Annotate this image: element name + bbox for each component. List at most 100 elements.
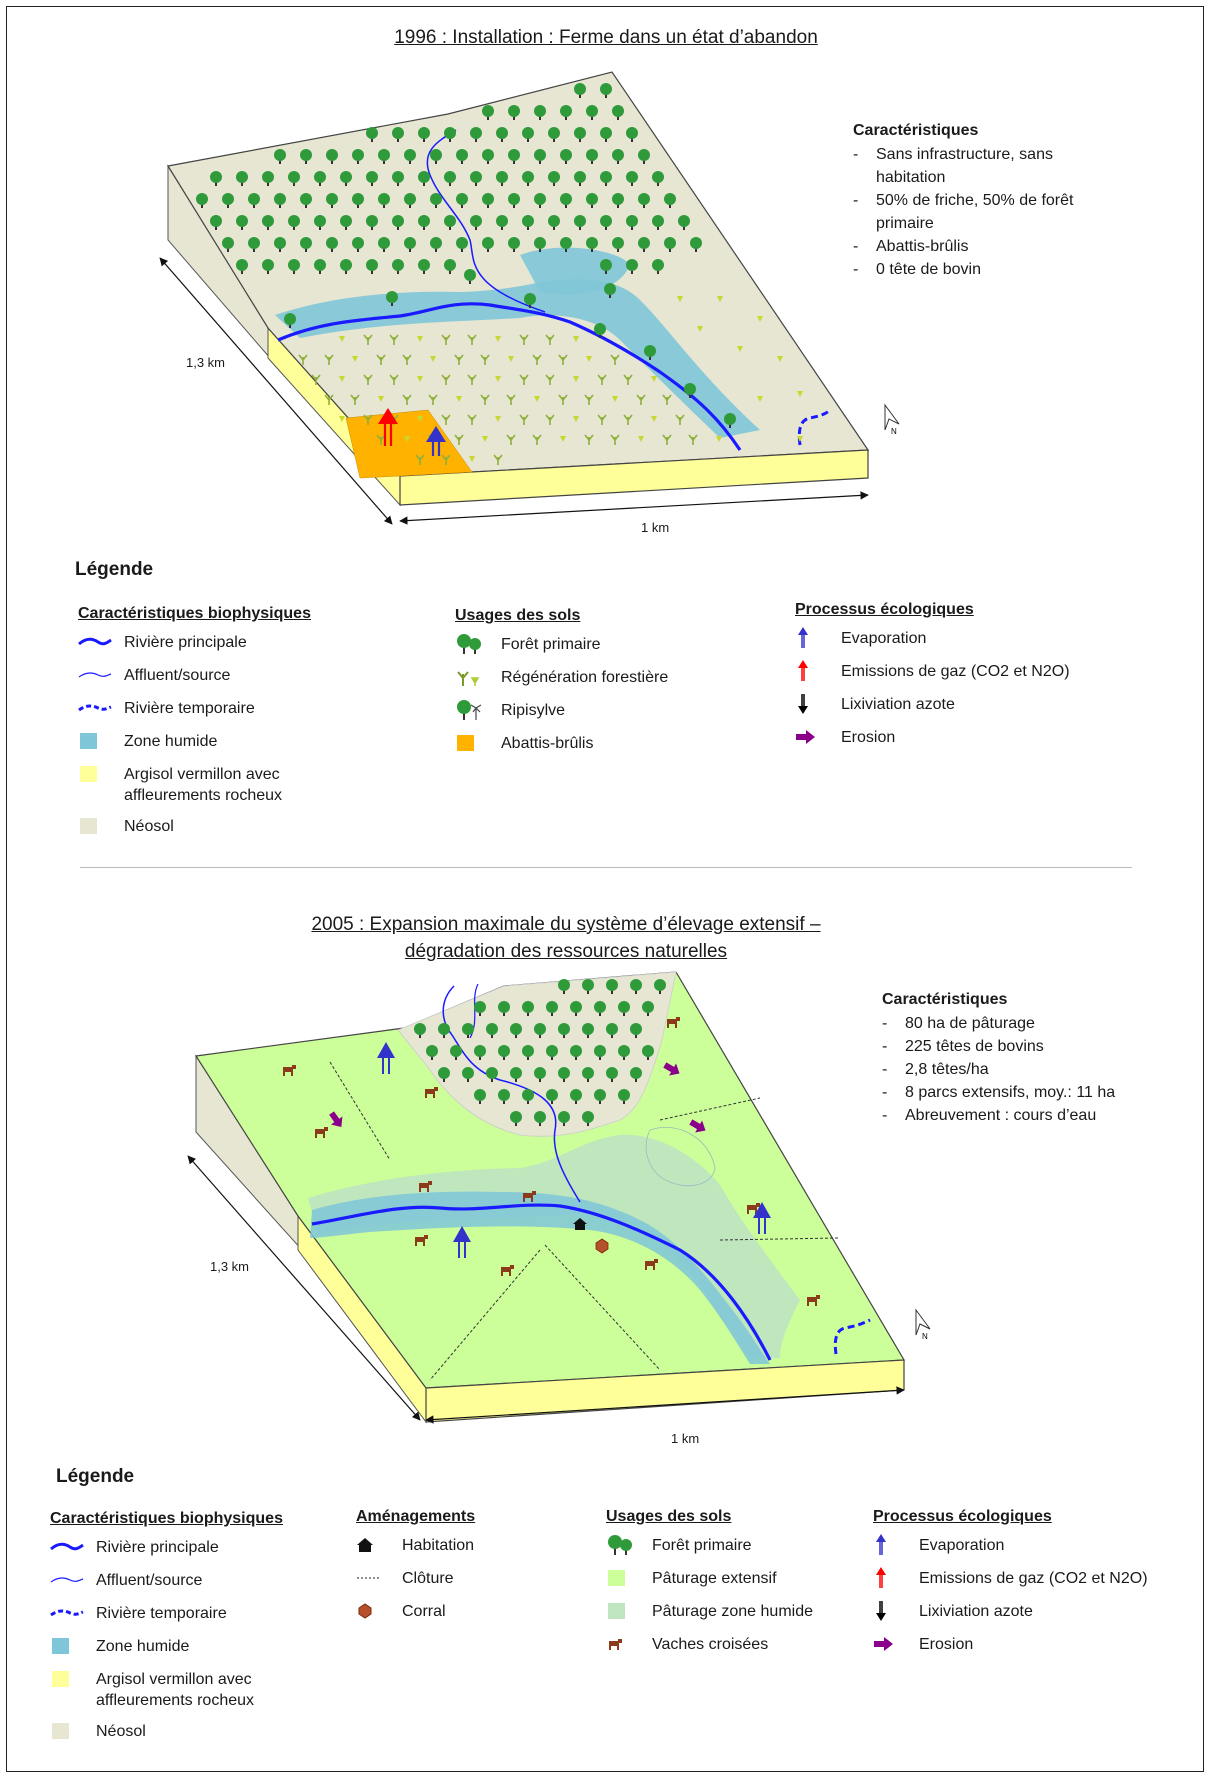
characteristic-item: 50% de friche, 50% de forêt primaire (853, 189, 1113, 235)
panel-1-length-label: 1,3 km (186, 355, 226, 370)
panel-1-width-label: 1 km (641, 520, 670, 535)
regeneration-icon (558, 394, 568, 405)
tree-icon (314, 215, 326, 230)
tree-icon (684, 383, 696, 398)
regeneration-icon (469, 456, 475, 462)
cow-icon (667, 1017, 680, 1028)
erosion-arrows (329, 1062, 706, 1133)
tributary (426, 129, 546, 313)
regeneration-icon (558, 354, 568, 365)
regeneration-icon (428, 394, 438, 405)
length-dimension-line (187, 1155, 421, 1421)
tree-icon (474, 1001, 486, 1016)
regeneration-icon (597, 374, 607, 385)
tree-icon (300, 193, 312, 208)
evaporation-symbol (795, 627, 841, 649)
regeneration-icon (651, 416, 657, 422)
regeneration-icon (777, 356, 783, 362)
tree-icon (366, 215, 378, 230)
tree-icon (474, 1089, 486, 1104)
regeneration-icon (560, 436, 566, 442)
tree-icon (426, 1045, 438, 1060)
cow-icon (315, 1127, 328, 1138)
tree-icon (600, 215, 612, 230)
house-icon (573, 1218, 587, 1230)
legend-label: Néosol (124, 818, 174, 835)
regeneration-icon (417, 376, 423, 382)
nitrogen-leaching-symbol (873, 1600, 919, 1622)
tree-icon (594, 1089, 606, 1104)
regeneration-icon (480, 354, 490, 365)
legend-label: Forêt primaire (652, 1537, 752, 1554)
main-river-symbol (78, 631, 124, 653)
tree-icon (418, 171, 430, 186)
tree-icon (486, 1023, 498, 1038)
regeneration-icon (454, 354, 464, 365)
tree-icon (510, 1067, 522, 1082)
tree-icon (378, 193, 390, 208)
tree-icon (288, 215, 300, 230)
cow-icon (425, 1087, 438, 1098)
legend-label: Lixiviation azote (919, 1603, 1033, 1620)
tributary-symbol (50, 1569, 96, 1591)
primary-forest-symbol (455, 633, 501, 655)
erosion-symbol (873, 1633, 919, 1655)
panel-2-characteristics: Caractéristiques 80 ha de pâturage 225 t… (882, 988, 1182, 1127)
tree-icon (560, 193, 572, 208)
argisol-symbol (50, 1668, 96, 1690)
erosion-arrow (689, 1119, 706, 1133)
legend-group-title: Usages des sols (455, 607, 581, 624)
legend-label: Affluent/source (96, 1572, 203, 1589)
tree-icon (438, 1067, 450, 1082)
tree-icon (546, 1045, 558, 1060)
tree-icon (456, 237, 468, 252)
regeneration-icon (532, 434, 542, 445)
evaporation-arrow (453, 1226, 471, 1258)
tree-icon (522, 127, 534, 142)
riparian-forest-symbol (455, 699, 501, 721)
tree-icon (570, 1089, 582, 1104)
tree-icon (510, 1111, 522, 1126)
regeneration-icon (456, 396, 462, 402)
tree-icon (594, 1045, 606, 1060)
tree-icon (456, 149, 468, 164)
tree-icon (606, 1067, 618, 1082)
regeneration-icon (638, 436, 644, 442)
tree-icon (450, 1045, 462, 1060)
tree-icon (464, 269, 476, 284)
tree-icon (470, 127, 482, 142)
tree-icon (638, 237, 650, 252)
characteristic-item: 2,8 têtes/ha (882, 1058, 1182, 1081)
tree-icon (534, 1111, 546, 1126)
tree-icon (300, 237, 312, 252)
legend-label: Rivière temporaire (96, 1605, 227, 1622)
regeneration-icon (586, 356, 592, 362)
tree-icon (642, 1001, 654, 1016)
panel-2-legend-processes: Processus écologiques Evaporation Emissi… (873, 1508, 1193, 1666)
tree-icon (404, 149, 416, 164)
tree-icon (210, 171, 222, 186)
panel-1-block-diagram: N (159, 71, 900, 525)
regeneration-icon (651, 376, 657, 382)
panel-2-width-label: 1 km (671, 1431, 700, 1446)
regeneration-icon (402, 394, 412, 405)
regeneration-icon (402, 354, 412, 365)
evaporation-arrows (377, 1042, 771, 1258)
tree-icon (418, 215, 430, 230)
tree-icon (630, 1023, 642, 1038)
legend-label: Zone humide (96, 1638, 190, 1655)
gas-emission-symbol (873, 1567, 919, 1589)
tree-icon (326, 193, 338, 208)
fence-symbol (356, 1567, 402, 1589)
figure-frame (6, 6, 1204, 1772)
regeneration-icon (688, 434, 698, 445)
legend-label: Régénération forestière (501, 669, 669, 686)
tree-icon (642, 1045, 654, 1060)
cow-icon (501, 1265, 514, 1276)
panel-1-legend-land-use: Usages des sols Forêt primaire Régénérat… (455, 607, 715, 765)
tree-icon (534, 1023, 546, 1038)
tree-icon (626, 171, 638, 186)
regeneration-icon (534, 396, 540, 402)
tree-icon (340, 215, 352, 230)
regeneration-icon (441, 414, 451, 425)
